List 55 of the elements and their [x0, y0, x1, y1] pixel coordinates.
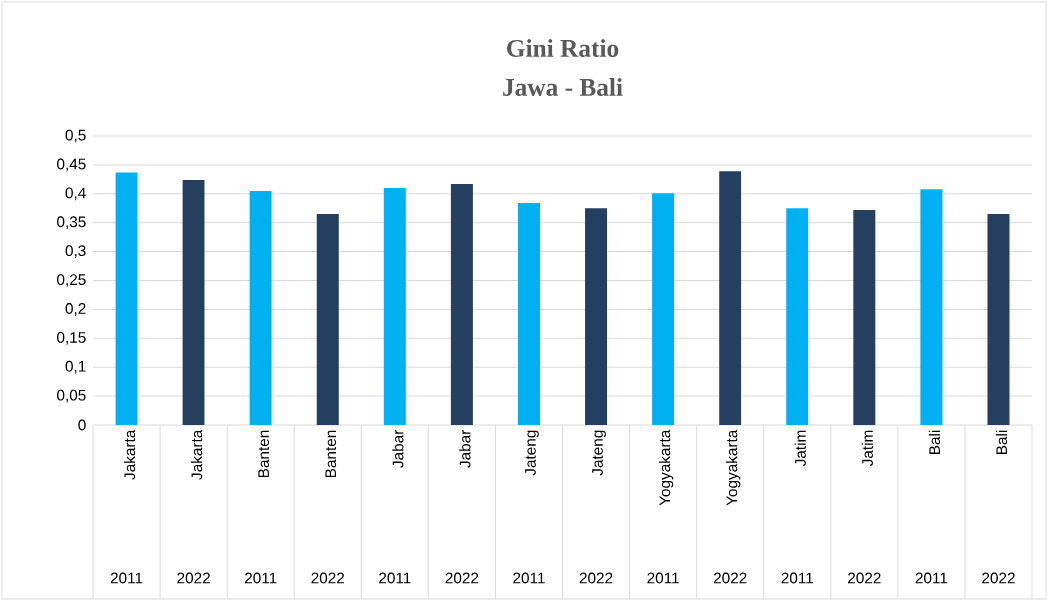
chart-subtitle: Jawa - Bali — [503, 78, 623, 96]
text: 2011 — [513, 572, 545, 584]
y-tick-label: 0,5 — [65, 129, 86, 143]
y-tick-label: 0,2 — [65, 303, 86, 316]
bar — [517, 203, 540, 425]
bar — [719, 171, 742, 425]
y-tick-label: 0,1 — [65, 360, 86, 374]
text: 2022 — [177, 572, 210, 584]
x-tick-label: Jakarta — [123, 429, 136, 480]
x-tick-label: Jateng — [525, 430, 539, 476]
x-tick-label: Jatim — [794, 430, 806, 467]
bar — [853, 209, 876, 425]
bar — [450, 183, 473, 425]
y-tick-label: 0,25 — [57, 274, 86, 287]
bar — [585, 208, 608, 425]
x-tick-label: Banten — [258, 430, 270, 478]
x-tick-label: Banten — [325, 430, 337, 478]
text: 2011 — [915, 572, 948, 584]
y-tick-label: 0,4 — [65, 187, 86, 201]
bar — [652, 193, 675, 425]
x-tick-label: Jabar — [392, 429, 404, 468]
x-tick-label: Jateng — [592, 430, 606, 476]
x-tick-label: Bali — [995, 430, 1008, 455]
y-tick-label: 0,15 — [57, 331, 86, 345]
text: 2011 — [379, 572, 411, 584]
x-tick-label: Jatim — [861, 430, 873, 467]
bar — [249, 190, 272, 425]
text: 2011 — [647, 572, 679, 584]
y-tick-label: 0,45 — [57, 158, 86, 172]
y-tick-label: 0 — [78, 419, 86, 431]
x-tick-label: Yogyakarta — [658, 429, 674, 506]
bar — [316, 214, 339, 425]
bar — [987, 214, 1010, 425]
x-tick-label: Jabar — [459, 429, 471, 468]
y-tick-label: 0,05 — [57, 389, 86, 403]
text: 2022 — [848, 572, 881, 584]
text: 2011 — [781, 572, 813, 584]
text: 2022 — [579, 572, 613, 584]
y-tick-label: 0,35 — [57, 216, 86, 230]
text: 2011 — [110, 572, 143, 584]
bar — [115, 172, 138, 425]
text: 2022 — [311, 572, 345, 584]
bar — [383, 188, 406, 425]
text: 2022 — [982, 572, 1015, 584]
bar — [920, 189, 943, 425]
bar — [182, 179, 205, 425]
y-tick-label: 0,3 — [65, 245, 86, 258]
x-tick-label: Yogyakarta — [726, 429, 741, 506]
text: 2022 — [445, 572, 479, 584]
text: 2011 — [244, 572, 277, 584]
x-tick-label: Bali — [928, 430, 941, 455]
text: 2022 — [713, 572, 747, 584]
x-tick-label: Jakarta — [190, 429, 203, 480]
chart-title: Gini Ratio — [507, 39, 619, 57]
bar — [786, 208, 809, 425]
